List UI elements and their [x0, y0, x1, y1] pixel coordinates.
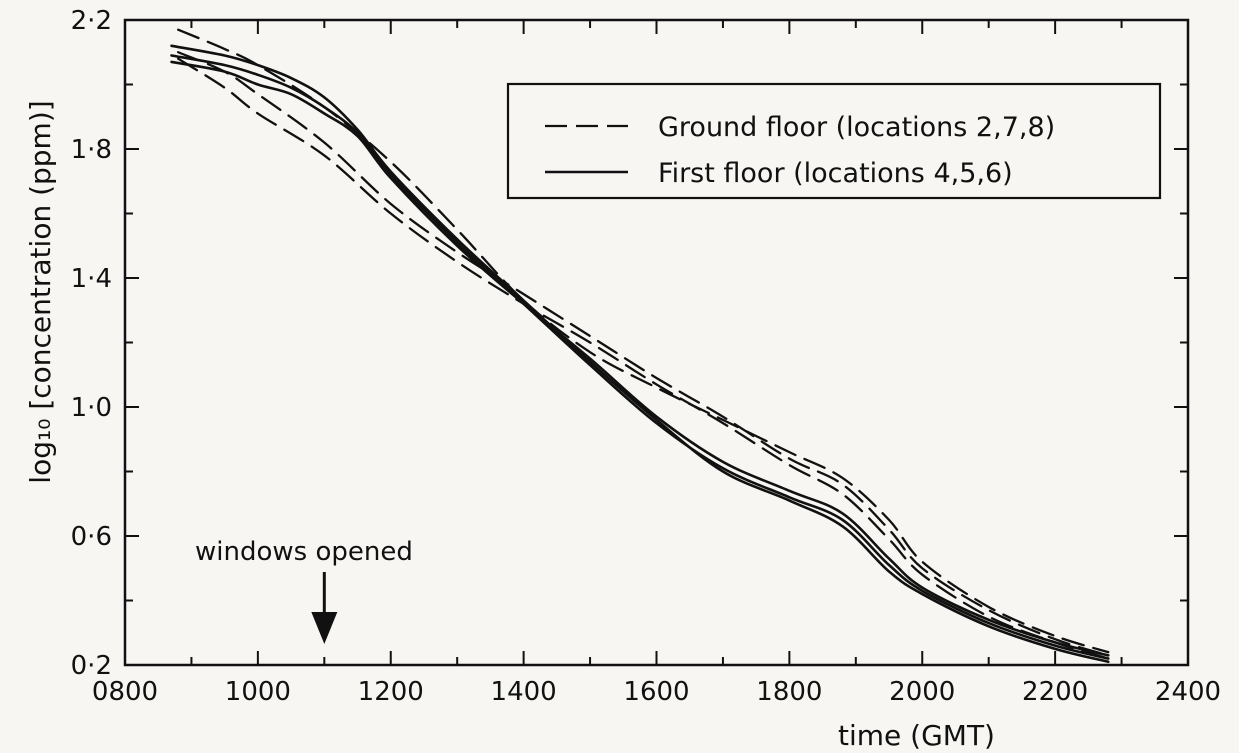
annotation-label: windows opened	[195, 537, 413, 567]
x-tick-label: 1600	[623, 677, 689, 707]
y-axis-tick-labels: 0·2 0·6 1·0 1·4 1·8 2·2	[71, 6, 112, 681]
series-lines	[170, 28, 1110, 664]
ground-floor-series-line-3	[177, 57, 1110, 660]
x-tick-label: 1200	[358, 677, 424, 707]
y-tick-label: 0·6	[71, 522, 112, 552]
ground-floor-series-line-2	[177, 51, 1110, 657]
x-tick-label: 1000	[225, 677, 291, 707]
x-tick-label: 0800	[92, 677, 158, 707]
first-floor-series-line-5	[170, 54, 1110, 660]
y-axis-title: log₁₀ [concentration (ppm)]	[24, 100, 57, 483]
x-tick-label: 2200	[1022, 677, 1088, 707]
down-arrow-icon	[311, 612, 338, 644]
legend-box	[506, 82, 1162, 200]
first-floor-series-line-4	[170, 44, 1110, 664]
y-tick-label: 2·2	[71, 6, 112, 36]
x-tick-label: 2000	[889, 677, 955, 707]
x-axis-tick-labels: 0800 1000 1200 1400 1600 1800 2000 2200 2400	[92, 677, 1221, 707]
y-tick-label: 1·0	[71, 393, 112, 423]
legend-label-first-floor: First floor (locations 4,5,6)	[658, 158, 1013, 189]
y-tick-label: 1·8	[71, 135, 112, 165]
first-floor-series-line-6	[170, 60, 1110, 657]
x-axis-title: time (GMT)	[838, 719, 995, 752]
x-tick-label: 2400	[1155, 677, 1221, 707]
y-tick-label: 0·2	[71, 651, 112, 681]
y-tick-label: 1·4	[71, 264, 112, 294]
ground-floor-series-line-1	[177, 28, 1110, 654]
windows-opened-annotation: windows opened	[195, 537, 413, 644]
legend-label-ground-floor: Ground floor (locations 2,7,8)	[658, 112, 1055, 143]
legend: Ground floor (locations 2,7,8) First flo…	[506, 82, 1162, 200]
x-tick-label: 1800	[756, 677, 822, 707]
axis-ticks	[125, 20, 1188, 665]
x-tick-label: 1400	[491, 677, 557, 707]
